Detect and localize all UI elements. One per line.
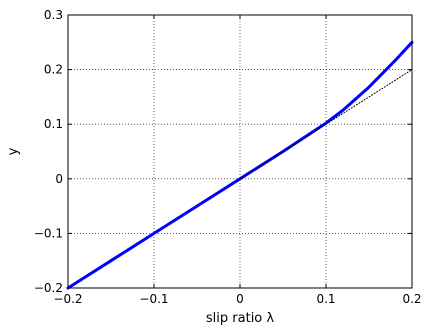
x-axis-label: slip ratio λ [206, 311, 274, 326]
y-tick-label: −0.1 [34, 226, 63, 240]
x-tick-label: 0 [236, 292, 244, 306]
ticks [67, 14, 413, 289]
x-tick-label: −0.1 [139, 292, 168, 306]
y-axis-label: y [6, 147, 21, 155]
x-tick-label: −0.2 [53, 292, 82, 306]
y-tick-label: 0 [55, 172, 63, 186]
plot-background [68, 15, 412, 288]
series-group [66, 40, 414, 290]
y-tick-label: 0.3 [44, 8, 63, 22]
y-tick-label: 0.2 [44, 63, 63, 77]
y-tick-label: 0.1 [44, 117, 63, 131]
x-tick-label: 0.1 [316, 292, 335, 306]
x-tick-label: 0.2 [402, 292, 421, 306]
y-tick-label: −0.2 [34, 281, 63, 295]
dotted-series-line [239, 69, 413, 180]
tick-labels: −0.2 −0.1 0 0.1 0.2 −0.2 −0.1 0 0.1 0.2 0.3 [34, 8, 422, 306]
